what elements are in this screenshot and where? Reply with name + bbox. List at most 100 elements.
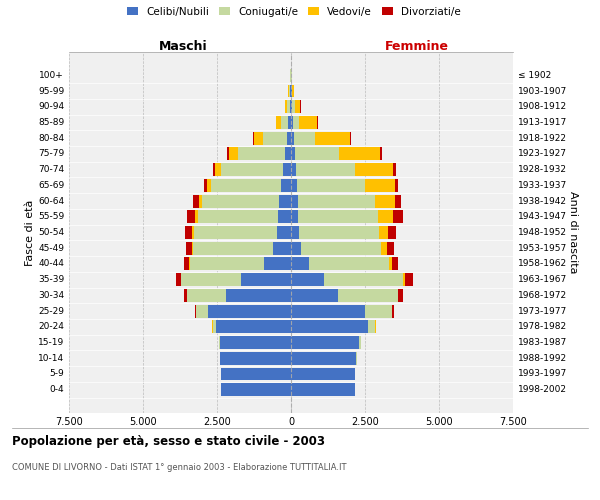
Bar [291,383,355,396]
Bar [293,116,299,129]
Bar [381,242,387,254]
Bar [380,148,382,160]
Bar [185,226,192,239]
Y-axis label: Anni di nascita: Anni di nascita [568,191,578,274]
Bar [392,258,398,270]
Bar [202,194,279,207]
Bar [211,179,281,192]
Bar [184,289,187,302]
Bar [290,84,291,98]
Bar [196,304,208,318]
Bar [394,163,397,176]
Bar [265,258,291,270]
Bar [194,226,277,239]
Bar [278,210,291,223]
Bar [291,320,368,334]
Bar [398,289,403,302]
Bar [405,273,413,286]
Bar [285,148,291,160]
Bar [387,242,394,254]
Bar [281,116,288,129]
Bar [393,210,403,223]
Bar [273,242,291,254]
Bar [241,273,291,286]
Text: Popolazione per età, sesso e stato civile - 2003: Popolazione per età, sesso e stato civil… [12,435,325,448]
Bar [215,320,291,334]
Bar [389,258,392,270]
Bar [291,100,292,113]
Bar [212,320,215,334]
Bar [253,132,254,144]
Bar [288,116,291,129]
Bar [291,242,301,254]
Bar [323,273,403,286]
Bar [291,226,299,239]
Bar [198,210,278,223]
Bar [226,289,291,302]
Bar [263,132,287,144]
Bar [294,132,314,144]
Bar [291,194,298,207]
Bar [292,84,294,98]
Bar [379,226,388,239]
Bar [192,242,193,254]
Bar [395,194,401,207]
Bar [379,210,393,223]
Bar [296,163,355,176]
Text: COMUNE DI LIVORNO - Dati ISTAT 1° gennaio 2003 - Elaborazione TUTTITALIA.IT: COMUNE DI LIVORNO - Dati ISTAT 1° gennai… [12,462,347,471]
Bar [309,258,389,270]
Bar [395,179,398,192]
Legend: Celibi/Nubili, Coniugati/e, Vedovi/e, Divorziati/e: Celibi/Nubili, Coniugati/e, Vedovi/e, Di… [123,2,465,21]
Bar [291,163,296,176]
Bar [238,148,285,160]
Bar [287,132,291,144]
Bar [339,148,380,160]
Bar [187,210,196,223]
Bar [359,336,361,349]
Bar [291,210,298,223]
Bar [291,258,309,270]
Bar [291,352,356,364]
Bar [192,226,194,239]
Bar [291,148,295,160]
Bar [365,179,395,192]
Bar [221,368,291,380]
Bar [195,304,196,318]
Text: Maschi: Maschi [158,40,208,54]
Bar [291,116,293,129]
Bar [299,116,317,129]
Bar [227,148,229,160]
Bar [221,383,291,396]
Bar [276,116,281,129]
Bar [287,100,290,113]
Bar [190,258,265,270]
Bar [298,210,379,223]
Bar [291,179,297,192]
Bar [295,100,301,113]
Bar [281,179,291,192]
Bar [176,273,181,286]
Bar [314,132,350,144]
Bar [392,304,394,318]
Bar [196,210,198,223]
Bar [292,100,295,113]
Bar [220,336,291,349]
Bar [286,100,287,113]
Bar [388,226,397,239]
Bar [199,194,202,207]
Bar [403,273,405,286]
Bar [206,179,211,192]
Bar [290,100,291,113]
Bar [350,132,352,144]
Bar [295,148,339,160]
Bar [212,163,215,176]
Bar [291,336,359,349]
Bar [221,163,283,176]
Bar [187,289,226,302]
Bar [338,289,398,302]
Bar [220,352,291,364]
Text: Femmine: Femmine [385,40,449,54]
Bar [301,242,381,254]
Bar [283,163,291,176]
Bar [279,194,291,207]
